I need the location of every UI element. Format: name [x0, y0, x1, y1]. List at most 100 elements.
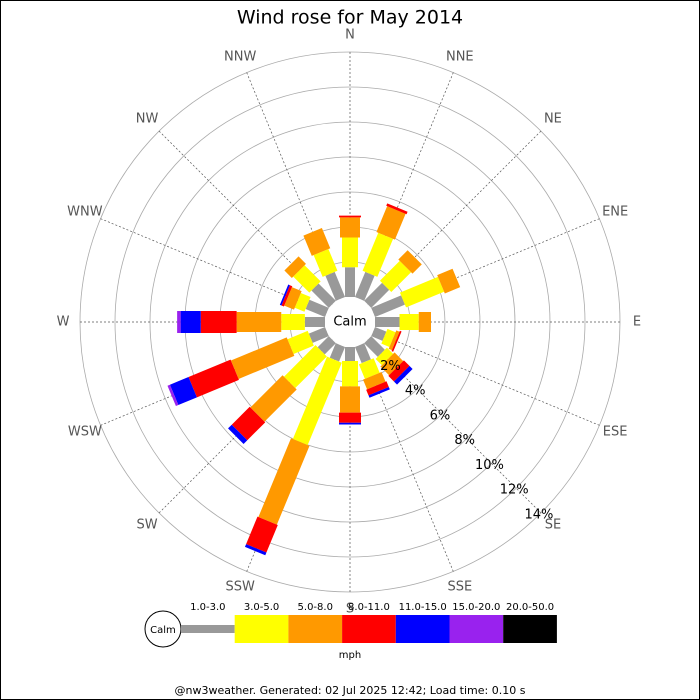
direction-label: SSE [447, 580, 472, 595]
rose-bar [246, 516, 278, 553]
rose-bar [362, 232, 394, 277]
rose-bar [329, 343, 346, 362]
direction-label: WNW [67, 205, 103, 220]
r-tick-label: 2% [380, 359, 401, 374]
direction-label: NW [136, 112, 159, 127]
rose-bar [311, 283, 336, 308]
rose-bar [258, 438, 310, 525]
legend-swatch [503, 615, 557, 643]
direction-label: E [633, 315, 641, 330]
r-tick-label: 4% [405, 384, 426, 399]
rose-bar [354, 343, 371, 364]
rose-bar [293, 265, 321, 293]
rose-bar [342, 361, 358, 387]
rose-bar [284, 256, 306, 278]
rose-bar [188, 359, 239, 398]
rose-bar [418, 312, 431, 332]
rose-bar [371, 295, 405, 318]
rose-bar [375, 317, 400, 327]
rose-bar [388, 330, 400, 351]
rose-bar [363, 371, 386, 390]
rose-bar [391, 330, 402, 352]
rose-bar [317, 336, 336, 355]
rose-bar [281, 314, 305, 330]
legend-calm-label: Calm [150, 625, 176, 636]
legend-label: 20.0-50.0 [506, 602, 554, 613]
rose-bar [366, 381, 389, 396]
rose-bar [169, 376, 197, 406]
rose-bar [305, 299, 329, 318]
rose-bar [244, 544, 267, 556]
rose-bar [167, 384, 179, 407]
legend-swatch [234, 615, 289, 643]
rose-bar [287, 330, 314, 355]
rose-bar [339, 412, 361, 423]
direction-label: SSW [225, 580, 255, 595]
rose-bar [399, 314, 419, 330]
direction-label: ESE [603, 424, 628, 439]
rose-bar [342, 237, 358, 268]
rose-bar [292, 356, 342, 446]
rose-bar [177, 311, 181, 333]
legend-swatch [395, 615, 450, 643]
rose-bar [283, 345, 327, 389]
rose-bar [388, 360, 410, 382]
legend-label: 8.0-11.0 [348, 602, 390, 613]
rose-bar [281, 285, 293, 307]
direction-label: NNE [446, 49, 474, 64]
rose-bar [364, 282, 390, 308]
r-tick-label: 6% [430, 408, 451, 423]
rose-bar [358, 358, 380, 379]
rose-bar [236, 312, 282, 332]
rose-bar [313, 248, 338, 277]
chart-title: Wind rose for May 2014 [237, 7, 463, 29]
legend-swatch [342, 615, 396, 643]
rose-bar [294, 292, 311, 312]
r-tick-label: 10% [475, 458, 504, 473]
r-tick-label: 8% [454, 433, 475, 448]
rose-bar [364, 336, 385, 357]
rose-bar [381, 328, 396, 347]
direction-label: N [345, 28, 355, 43]
rose-bar [303, 227, 331, 256]
rose-bar [284, 287, 302, 310]
rose-bar [354, 271, 375, 301]
direction-label: WSW [68, 424, 102, 439]
legend-unit: mph [339, 650, 361, 661]
rose-bar [368, 386, 390, 398]
rose-bar [200, 311, 237, 333]
rose-bar [228, 424, 248, 444]
direction-label: SW [137, 517, 158, 532]
direction-label: SE [545, 517, 561, 532]
legend-swatch [181, 625, 235, 633]
rose-bar [437, 268, 461, 294]
rose-bar [386, 203, 408, 215]
calm-label: Calm [333, 315, 366, 330]
rose-bar [325, 271, 346, 301]
direction-label: S [346, 602, 354, 617]
rose-bar [398, 250, 422, 274]
rose-bar [340, 386, 360, 413]
rose-bar [180, 311, 201, 333]
rose-bar [345, 347, 355, 361]
legend-label: 3.0-5.0 [244, 602, 279, 613]
rose-bar [308, 326, 329, 343]
rose-bar [339, 422, 361, 425]
legend-swatch [288, 615, 343, 643]
rose-bar [379, 260, 412, 293]
rose-bar [380, 352, 404, 376]
legend-label: 15.0-20.0 [452, 602, 500, 613]
rose-bar [376, 206, 406, 240]
rose-bar [399, 276, 445, 308]
rose-bar [371, 326, 387, 341]
rose-bar [345, 267, 355, 297]
rose-bar [393, 365, 413, 385]
direction-label: ENE [602, 205, 628, 220]
direction-label: W [57, 315, 70, 330]
legend-swatch [449, 615, 504, 643]
r-tick-label: 12% [500, 483, 529, 498]
direction-label: NNW [224, 49, 256, 64]
legend-label: 1.0-3.0 [190, 602, 225, 613]
rose-bar [231, 406, 266, 441]
